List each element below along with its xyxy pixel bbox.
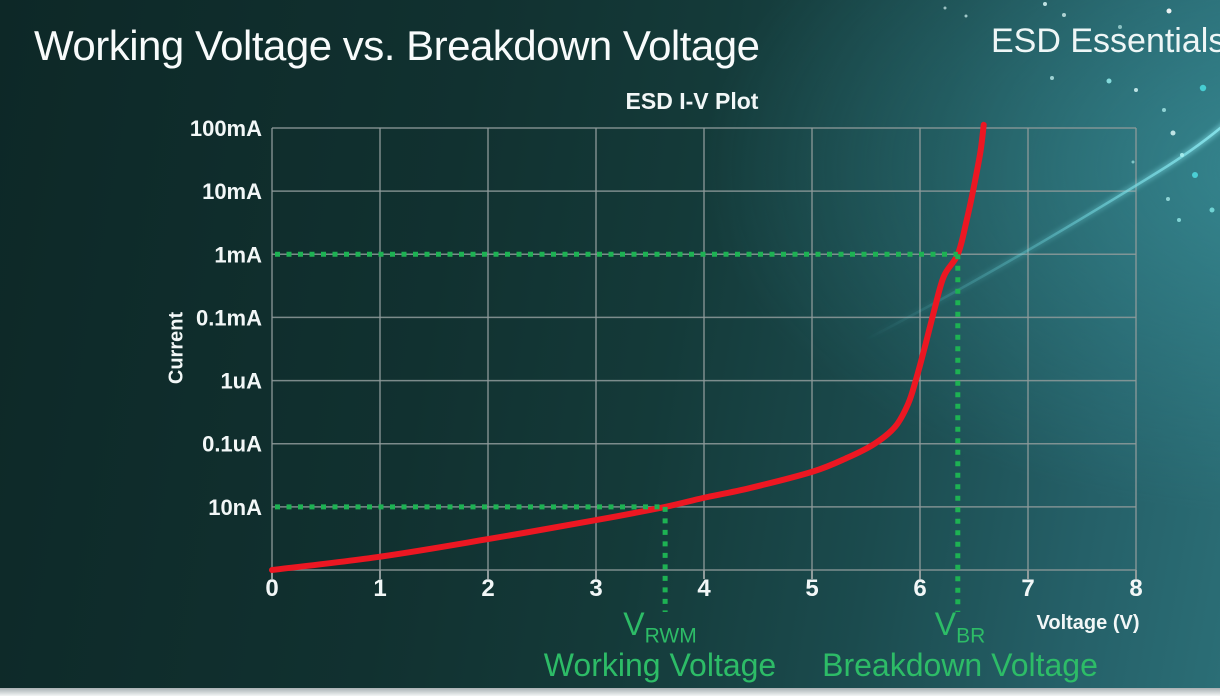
x-tick-label: 2 <box>481 575 494 602</box>
star-particle <box>1162 108 1166 112</box>
slide-title: Working Voltage vs. Breakdown Voltage <box>34 22 760 69</box>
y-tick-label: 100mA <box>190 116 262 141</box>
star-particle <box>1050 76 1054 80</box>
marker-dotted-lines <box>275 251 961 612</box>
star-particle <box>1166 8 1172 14</box>
bottom-edge-strip <box>0 688 1220 696</box>
star-particle <box>1134 88 1138 92</box>
y-tick-label: 1uA <box>220 369 262 394</box>
star-particle <box>1118 25 1122 29</box>
x-tick-label: 3 <box>589 575 602 602</box>
star-particle <box>1199 84 1207 92</box>
vrwm-caption: Working Voltage <box>543 647 777 684</box>
x-tick-label: 5 <box>805 575 818 602</box>
decorative-swoosh <box>863 123 1220 344</box>
star-particle <box>1180 153 1184 157</box>
background-star-particles <box>943 2 1215 222</box>
x-axis-title: Voltage (V) <box>1036 612 1140 634</box>
vbr-symbol: VBR <box>934 606 986 648</box>
y-tick-label: 0.1mA <box>196 305 262 330</box>
iv-curve <box>269 121 987 573</box>
star-particle <box>1209 207 1215 213</box>
axis-tick-labels: 0 1 2 3 4 5 6 7 8 100mA 10mA 1mA 0.1mA 1uA 0.1uA 10nA <box>190 116 1143 602</box>
x-tick-label: 0 <box>265 575 278 602</box>
brand-logo-text: ESD Essentials <box>991 22 1220 60</box>
star-particle <box>1170 130 1176 136</box>
x-tick-label: 6 <box>913 575 926 602</box>
star-particle <box>1166 197 1170 201</box>
star-particle <box>943 6 947 10</box>
star-particle <box>1043 2 1047 6</box>
vrwm-symbol: VRWM <box>623 606 697 648</box>
working-voltage-label: VRWM Working Voltage <box>543 606 777 684</box>
chart-grid <box>271 127 1137 579</box>
x-tick-label: 1 <box>373 575 386 602</box>
star-particle <box>1192 172 1198 178</box>
x-tick-label: 4 <box>697 575 711 602</box>
iv-curve-path <box>269 121 987 573</box>
y-tick-label: 10nA <box>208 495 262 520</box>
star-particle <box>1177 218 1181 222</box>
y-tick-label: 0.1uA <box>202 432 262 457</box>
vbr-caption: Breakdown Voltage <box>822 647 1098 684</box>
star-particle <box>1106 78 1112 84</box>
breakdown-voltage-label: VBR Breakdown Voltage <box>822 606 1098 684</box>
star-particle <box>964 14 968 18</box>
star-particle <box>1131 160 1135 164</box>
y-tick-label: 10mA <box>202 179 262 204</box>
chart-title: ESD I-V Plot <box>625 88 759 114</box>
y-axis-title: Current <box>165 311 188 385</box>
x-tick-label: 7 <box>1021 575 1034 602</box>
y-tick-label: 1mA <box>214 242 262 267</box>
x-tick-label: 8 <box>1129 575 1142 602</box>
star-particle <box>1062 13 1066 17</box>
